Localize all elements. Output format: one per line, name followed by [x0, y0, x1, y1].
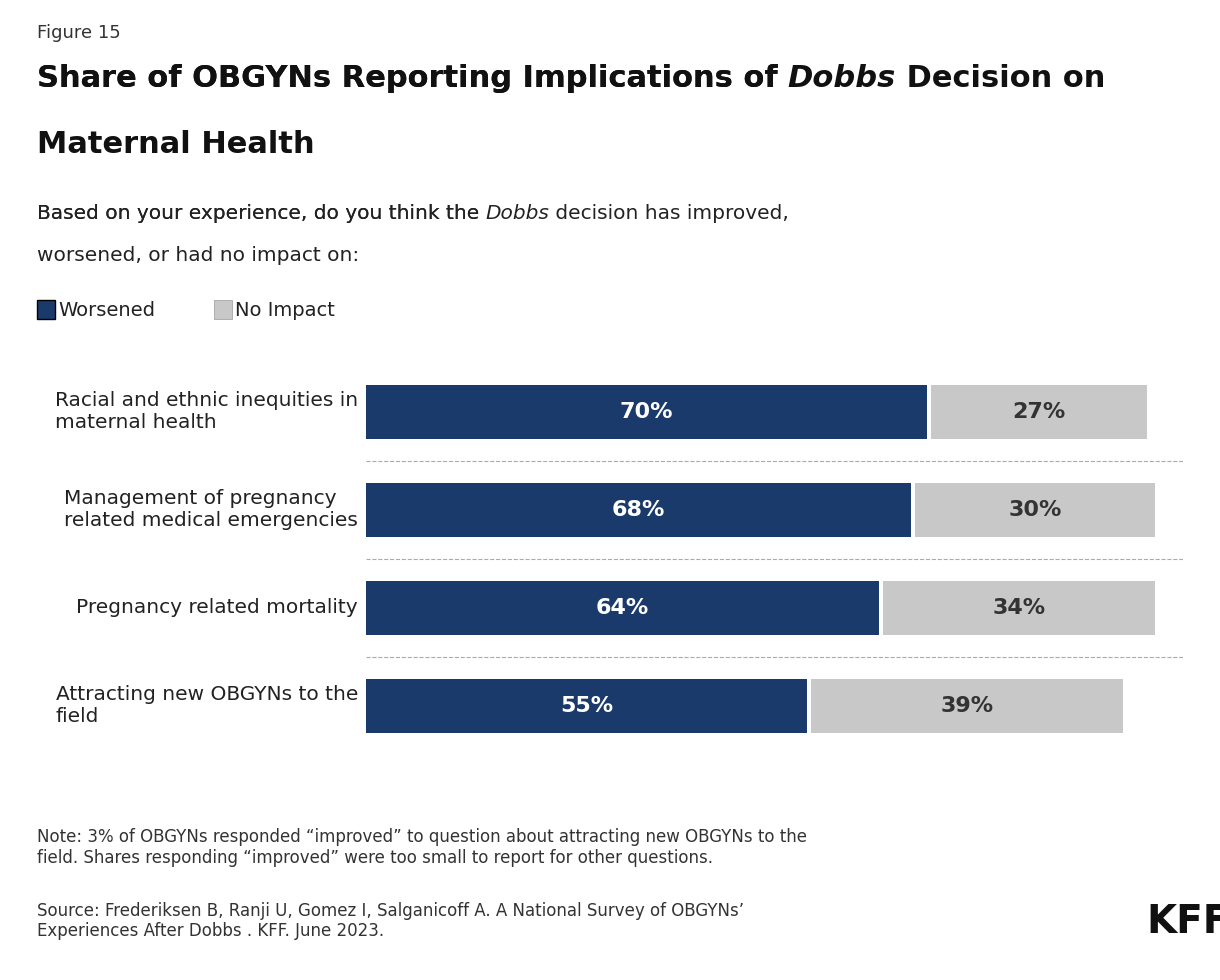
FancyBboxPatch shape — [37, 300, 55, 319]
Text: 27%: 27% — [1013, 402, 1066, 421]
Text: Figure 15: Figure 15 — [37, 24, 121, 42]
Text: 39%: 39% — [941, 696, 993, 715]
Bar — [811, 678, 1124, 733]
Text: Dobbs: Dobbs — [788, 64, 897, 93]
Text: Based on your experience, do you think the: Based on your experience, do you think t… — [37, 204, 486, 222]
Text: Note: 3% of OBGYNs responded “improved” to question about attracting new OBGYNs : Note: 3% of OBGYNs responded “improved” … — [37, 828, 806, 867]
Text: Dobbs: Dobbs — [486, 204, 549, 222]
Text: No Impact: No Impact — [235, 301, 334, 319]
Text: Pregnancy related mortality: Pregnancy related mortality — [77, 598, 357, 617]
Bar — [915, 483, 1155, 537]
Text: Maternal Health: Maternal Health — [37, 130, 315, 160]
Text: Racial and ethnic inequities in
maternal health: Racial and ethnic inequities in maternal… — [55, 391, 357, 432]
Text: Share of OBGYNs Reporting Implications of: Share of OBGYNs Reporting Implications o… — [37, 64, 788, 93]
Text: Share of OBGYNs Reporting Implications of: Share of OBGYNs Reporting Implications o… — [37, 64, 788, 93]
Text: Based on your experience, do you think the: Based on your experience, do you think t… — [37, 204, 486, 222]
FancyBboxPatch shape — [214, 300, 232, 319]
Text: Worsened: Worsened — [59, 301, 155, 319]
Text: KFF: KFF — [1147, 903, 1220, 941]
Bar — [366, 678, 806, 733]
Bar — [931, 385, 1147, 439]
Text: Decision on: Decision on — [897, 64, 1105, 93]
Text: 70%: 70% — [620, 402, 673, 421]
Bar — [366, 580, 878, 635]
Bar — [883, 580, 1155, 635]
Text: worsened, or had no impact on:: worsened, or had no impact on: — [37, 246, 359, 265]
Bar — [366, 385, 927, 439]
Text: 55%: 55% — [560, 696, 612, 715]
Text: 68%: 68% — [611, 500, 665, 519]
Text: 34%: 34% — [993, 598, 1046, 617]
Text: Attracting new OBGYNs to the
field: Attracting new OBGYNs to the field — [56, 685, 357, 726]
Text: Source: Frederiksen B, Ranji U, Gomez I, Salganicoff A. A National Survey of OBG: Source: Frederiksen B, Ranji U, Gomez I,… — [37, 902, 744, 941]
Bar — [366, 483, 911, 537]
Text: Management of pregnancy
related medical emergencies: Management of pregnancy related medical … — [65, 489, 357, 530]
Text: decision has improved,: decision has improved, — [549, 204, 789, 222]
Text: 30%: 30% — [1009, 500, 1061, 519]
Text: 64%: 64% — [595, 598, 649, 617]
